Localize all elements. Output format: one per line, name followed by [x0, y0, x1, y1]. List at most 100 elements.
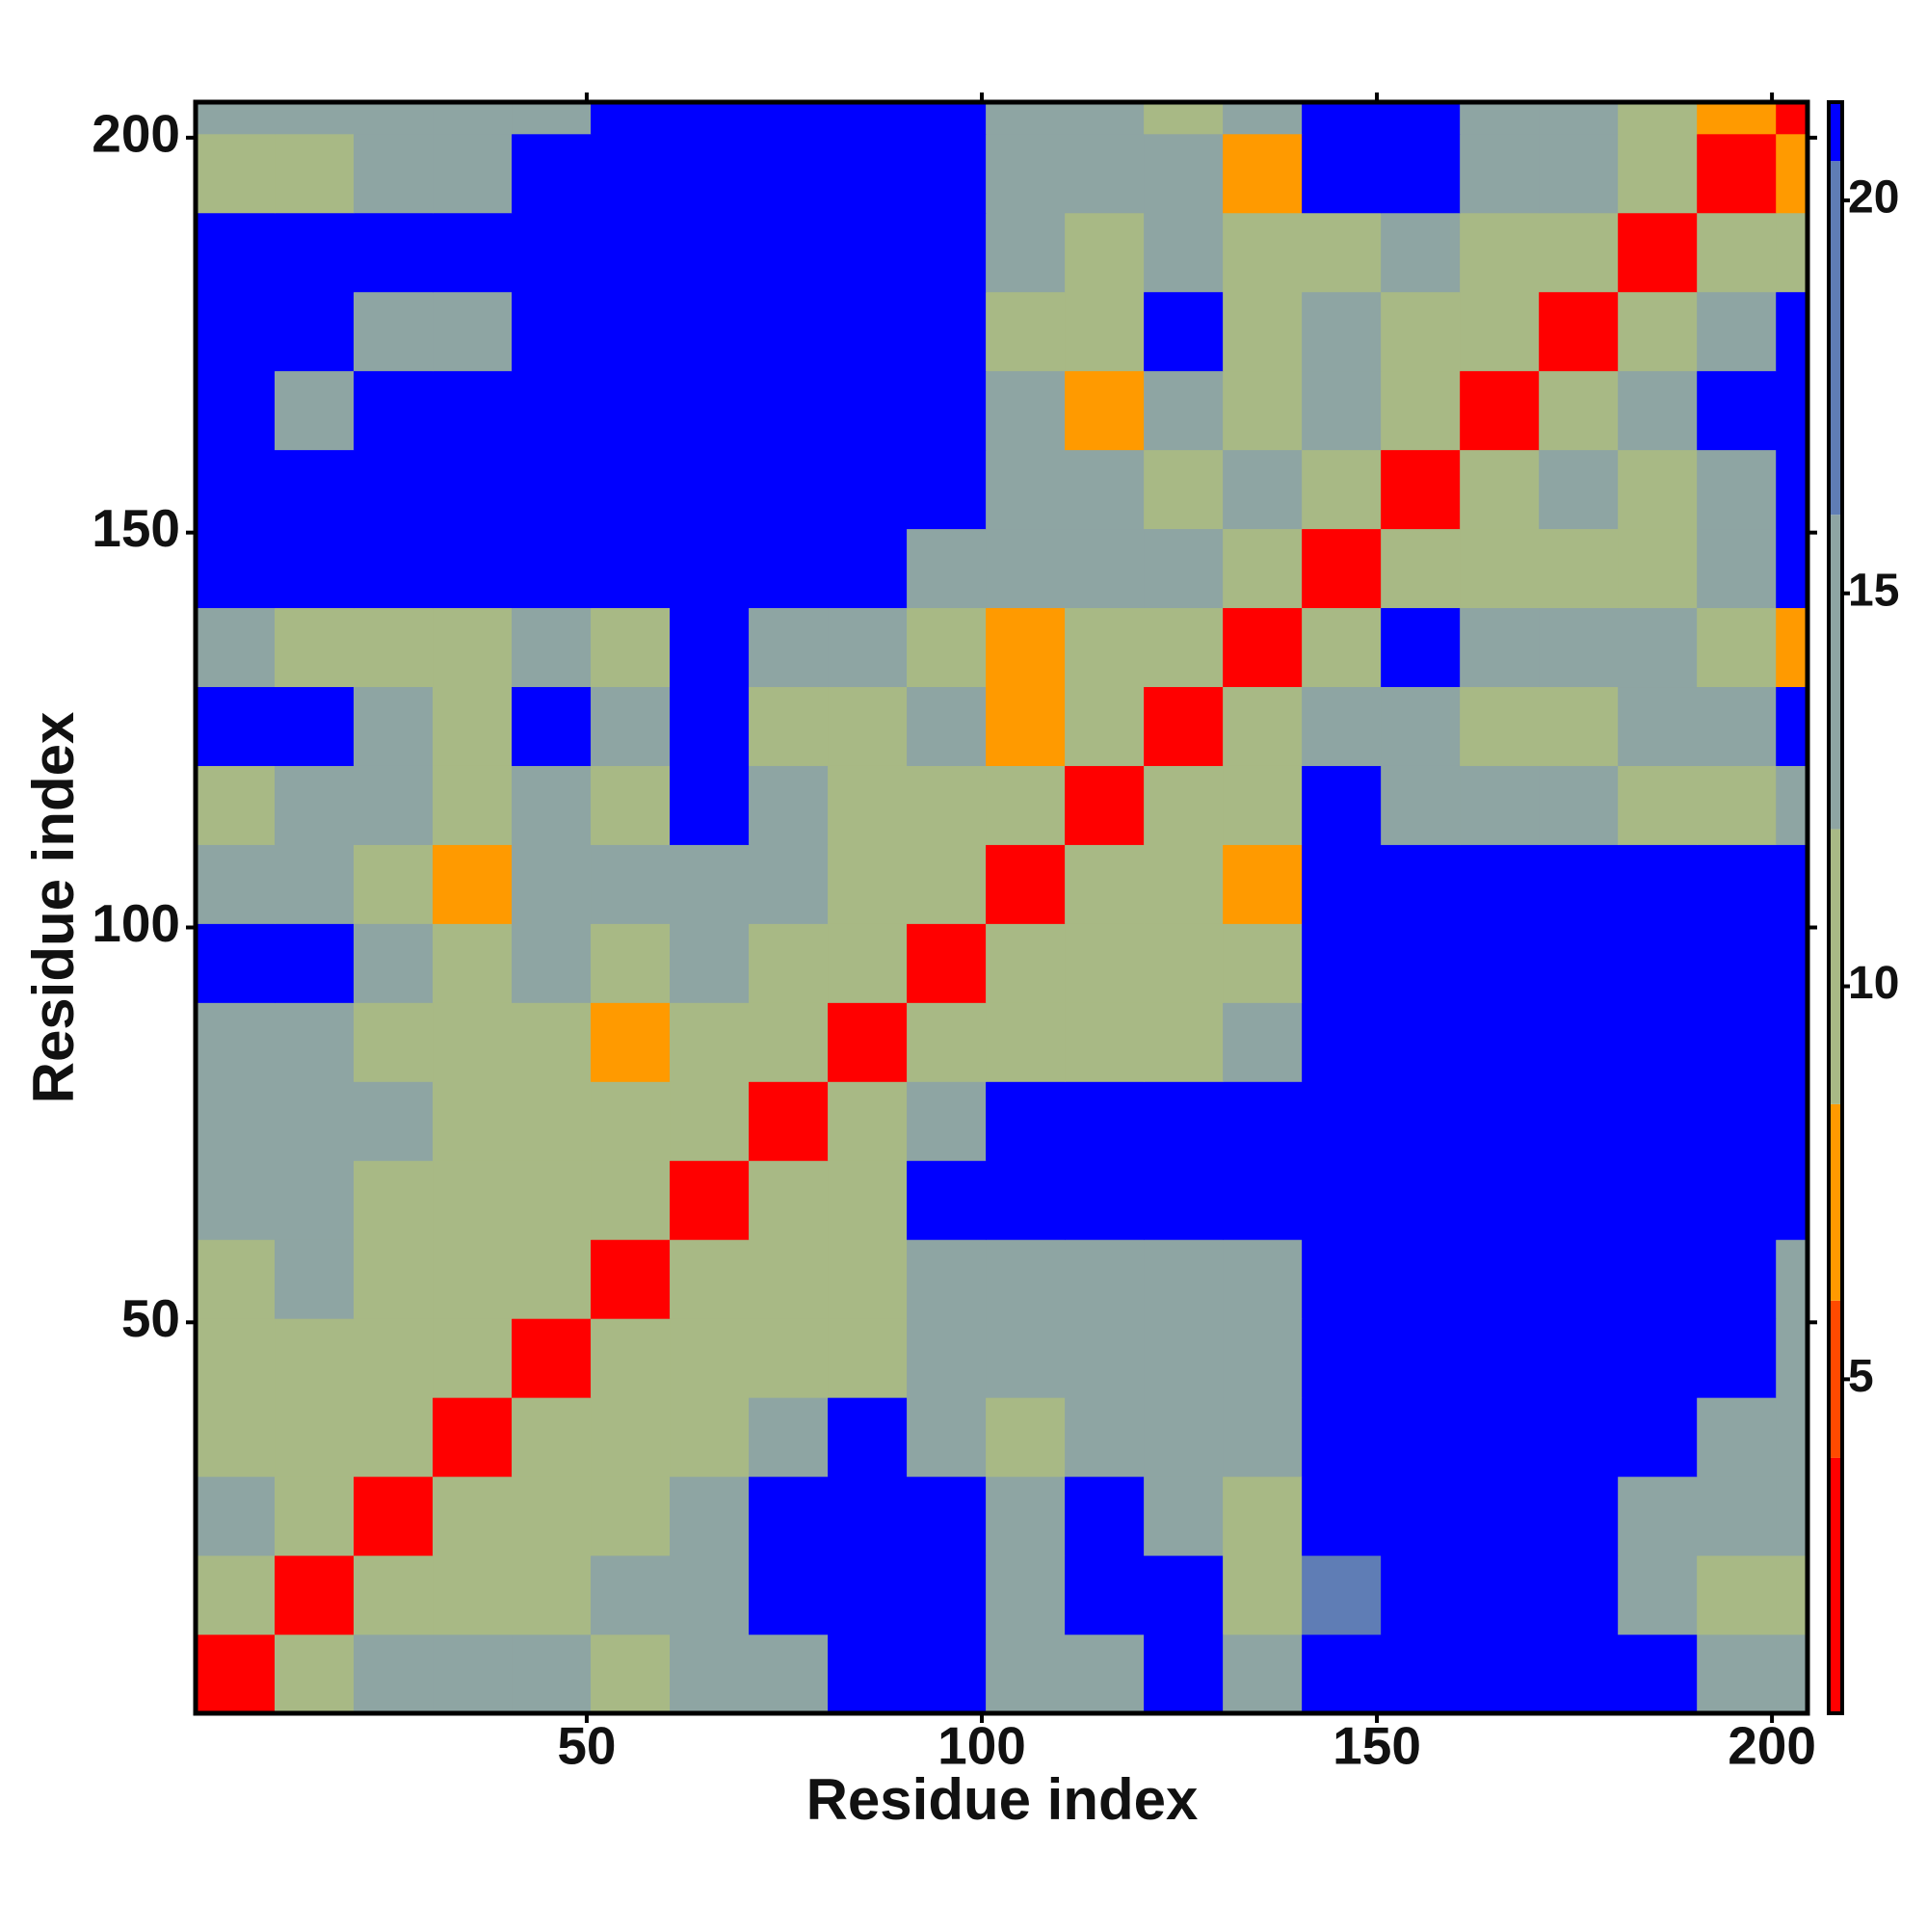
heatmap-cell: [749, 844, 829, 924]
heatmap-cell: [1460, 1555, 1540, 1635]
heatmap-cell: [1697, 607, 1777, 688]
heatmap-cell: [591, 765, 671, 845]
heatmap-cell: [828, 1160, 908, 1240]
heatmap-cell: [1381, 449, 1461, 530]
heatmap-cell: [670, 686, 750, 766]
heatmap-cell: [196, 370, 276, 451]
heatmap-cell: [1223, 844, 1303, 924]
heatmap-cell: [1144, 291, 1224, 372]
heatmap-cell: [986, 1555, 1066, 1635]
heatmap-cell: [433, 1318, 513, 1398]
heatmap-cell: [828, 923, 908, 1003]
heatmap-cell: [1776, 607, 1808, 688]
heatmap-cell: [275, 291, 355, 372]
heatmap-cell: [1302, 844, 1382, 924]
heatmap-cell: [1144, 844, 1224, 924]
heatmap-cell: [986, 1397, 1066, 1477]
heatmap-cell: [1697, 1318, 1777, 1398]
heatmap-cell: [1776, 1318, 1808, 1398]
heatmap-cell: [1539, 528, 1619, 609]
heatmap-cell: [1302, 765, 1382, 845]
heatmap-cell: [354, 1318, 434, 1398]
heatmap-cell: [1460, 686, 1540, 766]
heatmap-cell: [512, 1555, 592, 1635]
heatmap-cell: [354, 370, 434, 451]
x-tick-label: 50: [557, 1716, 616, 1776]
heatmap-cell: [275, 844, 355, 924]
heatmap-cell: [1302, 1160, 1382, 1240]
heatmap-cell: [1381, 844, 1461, 924]
heatmap-cell: [1618, 1318, 1698, 1398]
heatmap-cell: [591, 1397, 671, 1477]
heatmap-cell: [1381, 1160, 1461, 1240]
heatmap-cell: [591, 370, 671, 451]
heatmap-cell: [433, 1002, 513, 1082]
heatmap-cell: [1223, 923, 1303, 1003]
heatmap-cell: [1144, 1634, 1224, 1714]
heatmap-cell: [433, 212, 513, 293]
heatmap-cell: [907, 1476, 987, 1556]
heatmap-cell: [1618, 1555, 1698, 1635]
heatmap-cell: [1697, 102, 1777, 135]
heatmap-cell: [1381, 1002, 1461, 1082]
heatmap-cell: [1302, 370, 1382, 451]
heatmap-cell: [196, 1634, 276, 1714]
heatmap-cell: [354, 844, 434, 924]
heatmap-cell: [433, 102, 513, 135]
heatmap-cell: [1776, 212, 1808, 293]
colorbar-tick-label: 15: [1848, 565, 1899, 616]
heatmap-cell: [1618, 102, 1698, 135]
heatmap-cell: [1381, 370, 1461, 451]
heatmap-cell: [1697, 1002, 1777, 1082]
heatmap-cell: [512, 291, 592, 372]
heatmap-cell: [196, 923, 276, 1003]
colorbar-tick-label: 10: [1848, 958, 1899, 1009]
heatmap-cell: [1697, 1555, 1777, 1635]
heatmap-cell: [1381, 1476, 1461, 1556]
x-tick-label: 150: [1333, 1716, 1421, 1776]
heatmap-cell: [986, 528, 1066, 609]
heatmap-cell: [512, 449, 592, 530]
heatmap-cell: [1302, 686, 1382, 766]
heatmap-cell: [1381, 1634, 1461, 1714]
heatmap-cell: [1144, 212, 1224, 293]
heatmap-cell: [196, 1476, 276, 1556]
heatmap-cell: [512, 212, 592, 293]
heatmap-cell: [275, 1318, 355, 1398]
heatmap-cell: [1697, 370, 1777, 451]
heatmap-cell: [275, 449, 355, 530]
heatmap-cell: [1065, 1239, 1145, 1319]
heatmap-cell: [1223, 686, 1303, 766]
heatmap-cell: [354, 686, 434, 766]
heatmap-cell: [1302, 291, 1382, 372]
heatmap-cell: [1065, 291, 1145, 372]
heatmap-cell: [275, 370, 355, 451]
heatmap-cell: [1697, 291, 1777, 372]
heatmap-cell: [591, 1239, 671, 1319]
heatmap-cell: [1302, 133, 1382, 214]
heatmap-cell: [1302, 923, 1382, 1003]
heatmap-cell: [670, 844, 750, 924]
heatmap-cell: [749, 686, 829, 766]
heatmap-cell: [986, 212, 1066, 293]
heatmap-cell: [354, 1239, 434, 1319]
heatmap-cell: [433, 1081, 513, 1161]
heatmap-cell: [275, 1397, 355, 1477]
heatmap-cell: [275, 686, 355, 766]
heatmap-cell: [1065, 1318, 1145, 1398]
heatmap-cell: [591, 923, 671, 1003]
heatmap-cell: [1460, 1634, 1540, 1714]
heatmap-cell: [1539, 1634, 1619, 1714]
heatmap-cell: [1776, 291, 1808, 372]
heatmap-cell: [354, 1476, 434, 1556]
heatmap-cell: [196, 102, 276, 135]
heatmap-cell: [354, 1081, 434, 1161]
heatmap-cell: [433, 1634, 513, 1714]
heatmap-cell: [433, 449, 513, 530]
heatmap-cell: [275, 133, 355, 214]
heatmap-cell: [1144, 528, 1224, 609]
heatmap-cell: [1065, 1081, 1145, 1161]
heatmap-cell: [749, 1002, 829, 1082]
heatmap-cell: [828, 1555, 908, 1635]
heatmap-cell: [1144, 1239, 1224, 1319]
